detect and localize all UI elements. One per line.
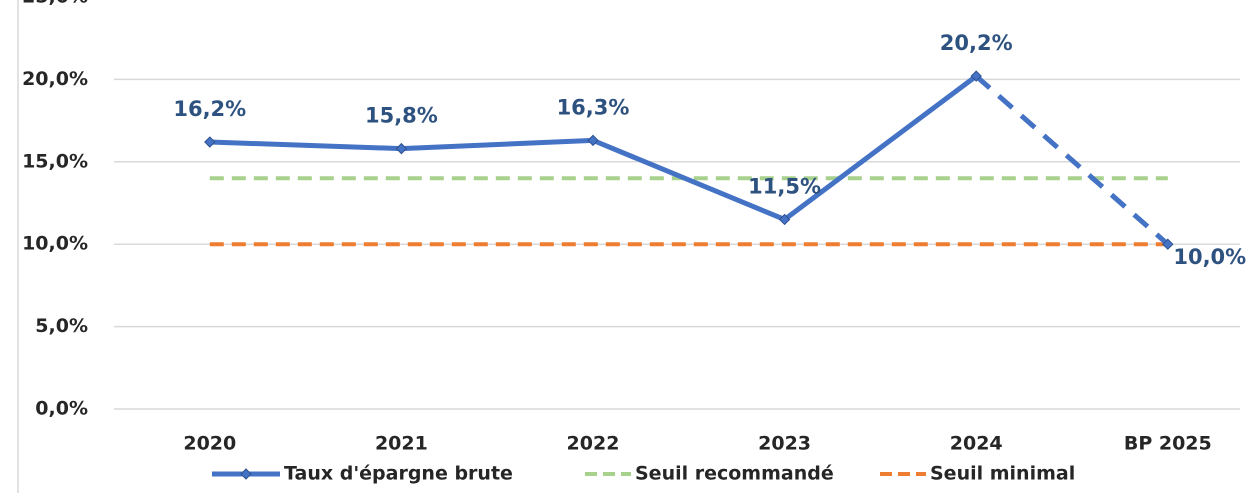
marker	[204, 136, 216, 148]
data-label: 11,5%	[748, 174, 821, 198]
x-tick-label: 2021	[375, 433, 428, 455]
legend-label: Taux d'épargne brute	[284, 463, 513, 485]
x-tick-label: BP 2025	[1124, 433, 1212, 455]
data-label: 20,2%	[940, 31, 1013, 55]
y-tick-label: 5,0%	[35, 315, 88, 337]
y-tick-label: 10,0%	[22, 233, 88, 255]
y-tick-label: 15,0%	[22, 150, 88, 172]
data-label: 16,3%	[557, 95, 630, 119]
marker	[970, 70, 982, 82]
data-label: 16,2%	[173, 97, 246, 121]
marker	[395, 142, 408, 155]
legend-label: Seuil minimal	[930, 463, 1075, 485]
legend-marker	[240, 468, 252, 480]
x-tick-label: 2023	[758, 433, 811, 455]
y-tick-label: 20,0%	[22, 68, 88, 90]
series-line	[974, 74, 1170, 247]
data-label: 15,8%	[365, 104, 438, 128]
y-tick-label: 0,0%	[35, 398, 88, 420]
marker	[587, 134, 599, 147]
marker	[1162, 238, 1174, 250]
data-label: 10,0%	[1173, 245, 1246, 269]
x-tick-label: 2024	[950, 433, 1003, 455]
x-tick-label: 2020	[183, 433, 236, 455]
y-tick-label: 25,0%	[22, 0, 88, 8]
legend-label: Seuil recommandé	[635, 463, 834, 485]
x-tick-label: 2022	[567, 433, 620, 455]
marker	[778, 213, 791, 226]
